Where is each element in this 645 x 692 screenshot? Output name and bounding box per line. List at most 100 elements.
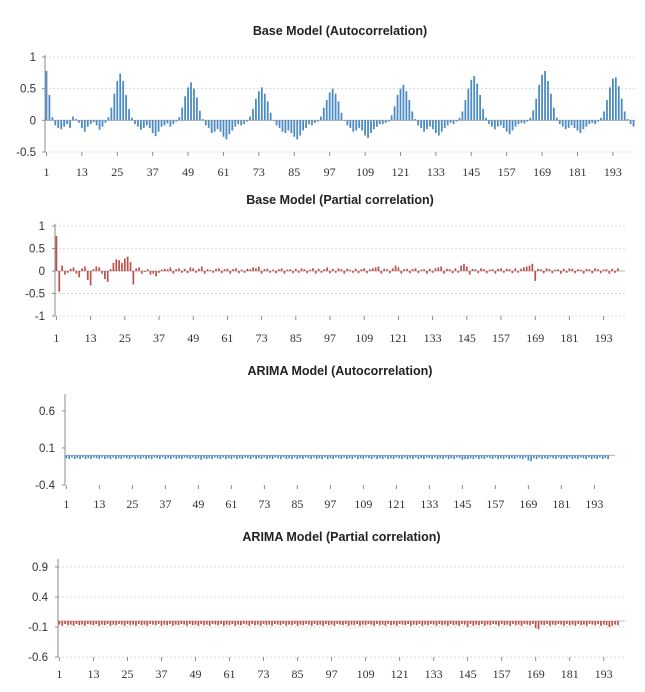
arima-partial-correlation-bar [512, 621, 514, 624]
arima-partial-correlation-bar [115, 621, 117, 626]
arima-partial-correlation-bar [597, 621, 599, 624]
base-partial-correlation-bar [548, 269, 551, 271]
base-partial-correlation-bar [280, 268, 283, 271]
arima-partial-correlation-bar [455, 621, 458, 625]
base-autocorrelation-bar [201, 119, 204, 121]
arima-autocorrelation-bar [478, 455, 480, 460]
base-partial-correlation-x-tick-label: 85 [290, 331, 302, 345]
arima-partial-correlation-bar [330, 621, 333, 625]
base-partial-correlation-bar [474, 269, 477, 271]
arima-autocorrelation-bar [527, 455, 530, 461]
base-partial-correlation-bar [431, 271, 434, 273]
arima-autocorrelation-bar [208, 455, 211, 459]
base-autocorrelation-bar [597, 120, 600, 122]
arima-partial-correlation-bar [387, 621, 390, 624]
base-autocorrelation-bar [508, 120, 511, 135]
arima-autocorrelation-bar [145, 455, 147, 460]
arima-autocorrelation-bar [156, 455, 158, 459]
arima-autocorrelation-bar [500, 455, 502, 459]
arima-autocorrelation-bar [95, 455, 98, 459]
arima-partial-correlation-bar [129, 621, 132, 626]
base-autocorrelation-bar [606, 100, 608, 121]
base-autocorrelation-bar [222, 120, 225, 137]
arima-autocorrelation-bar [403, 455, 406, 458]
base-autocorrelation-x-tick-label: 121 [391, 165, 409, 179]
arima-autocorrelation-bar [450, 455, 453, 459]
base-partial-correlation-bar [292, 271, 294, 274]
base-autocorrelation-y-tick-label: 0 [30, 115, 36, 127]
arima-partial-correlation-y-tick-label: -0.1 [28, 622, 48, 634]
base-partial-correlation-bar [582, 271, 585, 274]
arima-autocorrelation-bar [183, 455, 186, 458]
arima-partial-correlation-bar [205, 621, 208, 625]
base-autocorrelation-bar [461, 111, 464, 121]
arima-partial-correlation-bar [61, 621, 64, 626]
base-autocorrelation-bar [611, 78, 614, 121]
base-autocorrelation-bar [139, 120, 142, 130]
arima-autocorrelation-bar [596, 455, 598, 460]
arima-partial-correlation-y-tick-label: -0.6 [28, 652, 48, 664]
arima-partial-correlation-bar [251, 621, 254, 624]
base-autocorrelation-bar [237, 120, 240, 125]
base-autocorrelation-bar [314, 120, 316, 123]
base-partial-correlation-bar [440, 266, 443, 271]
arima-partial-correlation-bar [84, 621, 86, 626]
base-autocorrelation-bar [511, 120, 514, 131]
arima-partial-correlation-bar [497, 621, 500, 626]
base-partial-correlation-bar [423, 269, 425, 271]
base-partial-correlation-bar [448, 269, 451, 271]
base-partial-correlation-bar [269, 271, 272, 273]
arima-partial-correlation-bar [101, 621, 103, 625]
base-partial-correlation-bar [146, 269, 149, 271]
arima-partial-correlation-bar [347, 621, 350, 626]
base-autocorrelation-x-tick-label: 133 [427, 165, 445, 179]
base-autocorrelation-bar [266, 101, 269, 121]
arima-autocorrelation-bar [395, 455, 398, 458]
base-partial-correlation-bar [212, 271, 215, 273]
arima-autocorrelation-bar [373, 455, 376, 458]
base-partial-correlation-bar [562, 268, 565, 271]
base-partial-correlation-bar [454, 268, 457, 271]
base-autocorrelation-bar [172, 120, 175, 125]
arima-autocorrelation-bar [274, 455, 277, 458]
arima-partial-correlation-bar [149, 621, 151, 624]
arima-autocorrelation-bar [346, 455, 348, 460]
arima-autocorrelation-bar [255, 455, 257, 460]
base-partial-correlation-bar [104, 271, 106, 280]
arima-partial-correlation-bar [336, 621, 339, 624]
base-partial-correlation-bar [497, 268, 500, 271]
arima-partial-correlation-bar [231, 621, 234, 624]
arima-autocorrelation-x-tick-label: 133 [420, 497, 438, 511]
arima-partial-correlation-bar [98, 621, 100, 626]
arima-partial-correlation-bar [395, 621, 398, 626]
arima-partial-correlation-bar [421, 621, 424, 626]
base-autocorrelation-bar [151, 120, 154, 133]
base-autocorrelation-bar [493, 120, 496, 130]
base-partial-correlation-bar [246, 268, 249, 271]
base-partial-correlation-bar [166, 269, 169, 271]
base-partial-correlation-bar [389, 271, 391, 274]
base-partial-correlation-bar [175, 269, 177, 271]
arima-partial-correlation-bar [342, 621, 344, 626]
arima-autocorrelation-bar [483, 455, 486, 460]
base-autocorrelation-bar [305, 120, 307, 128]
base-autocorrelation-bar [470, 79, 473, 121]
base-partial-correlation-bar [560, 271, 562, 274]
arima-autocorrelation-bar [148, 455, 150, 459]
base-partial-correlation-bar [200, 266, 203, 271]
base-partial-correlation-x-tick-label: 73 [256, 331, 268, 345]
base-partial-correlation-bar [109, 269, 112, 271]
arima-autocorrelation-bar [263, 455, 266, 458]
arima-partial-correlation-bar [418, 621, 421, 624]
base-autocorrelation-bar [561, 120, 564, 127]
arima-autocorrelation-bar [513, 455, 516, 460]
arima-partial-correlation-bar [398, 621, 401, 624]
base-partial-correlation-bar [500, 268, 502, 271]
base-autocorrelation-bar [411, 111, 414, 121]
base-autocorrelation-bar [69, 120, 71, 128]
base-autocorrelation-bar [555, 117, 558, 121]
arima-autocorrelation-bar [87, 455, 90, 459]
arima-partial-correlation-bar [163, 621, 166, 625]
base-partial-correlation-y-tick-label: 1 [39, 221, 45, 233]
base-autocorrelation-bar [325, 100, 328, 121]
